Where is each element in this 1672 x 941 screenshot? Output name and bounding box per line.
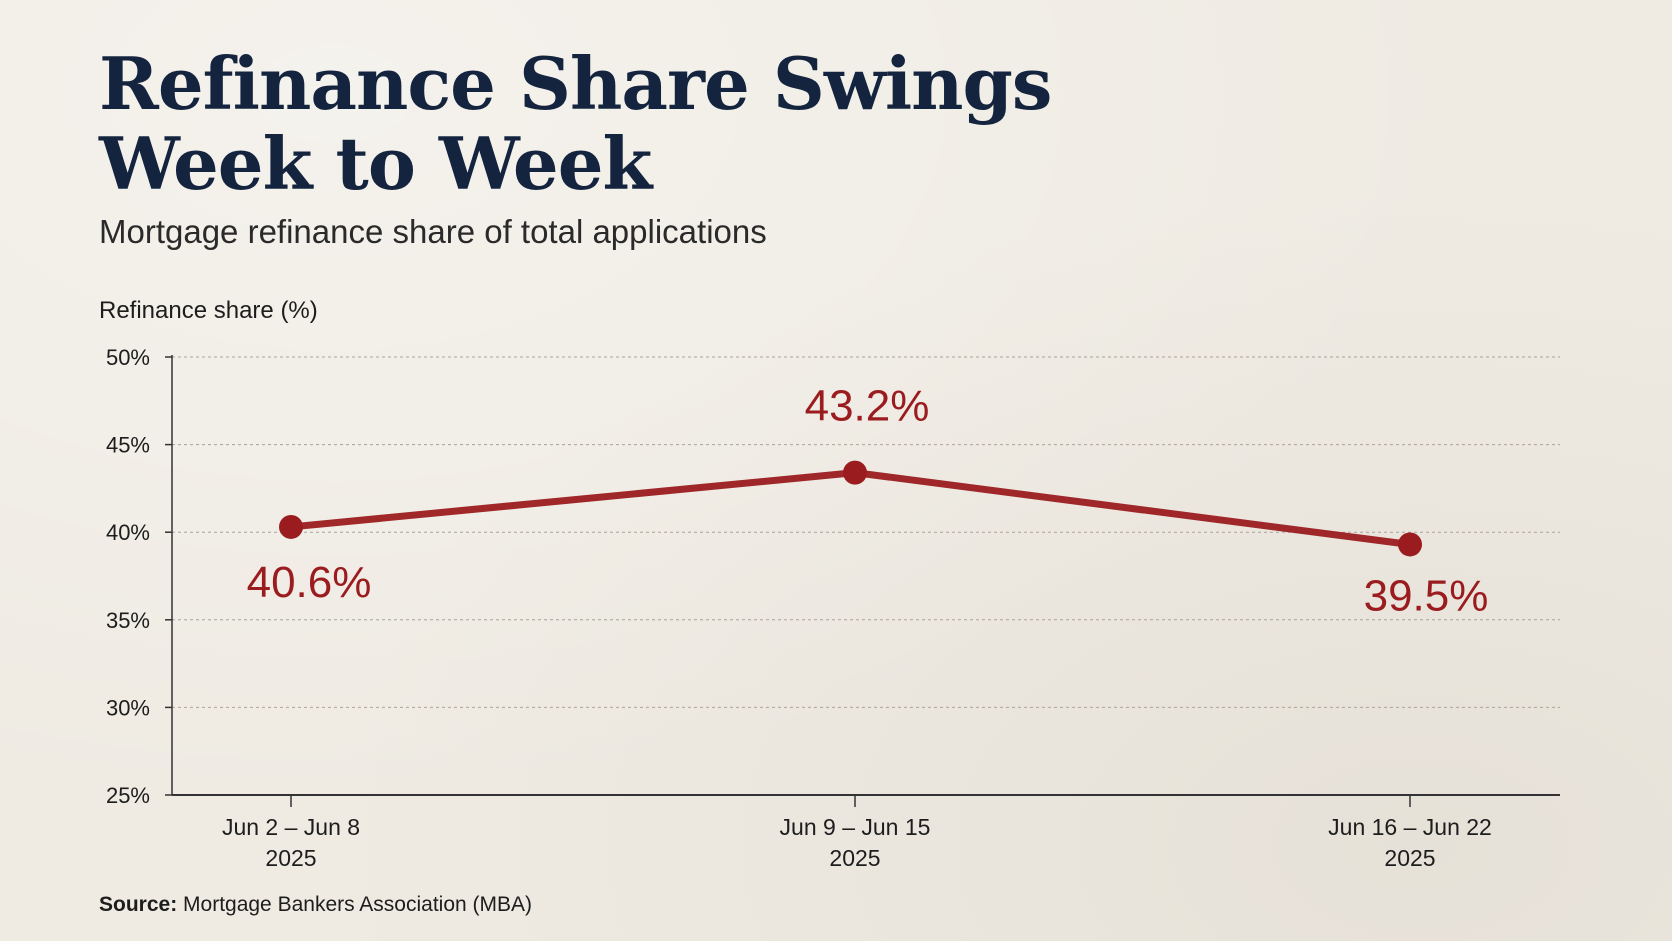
- x-tick-label-year: 2025: [265, 845, 316, 871]
- y-tick-label: 40%: [106, 520, 150, 545]
- x-tick-label: Jun 9 – Jun 15: [780, 814, 931, 840]
- y-axis-label: Refinance share (%): [99, 297, 318, 324]
- data-label: 43.2%: [805, 382, 930, 431]
- source-key: Source:: [99, 893, 178, 916]
- y-tick-label: 25%: [106, 783, 150, 808]
- x-tick-label-year: 2025: [1384, 845, 1435, 871]
- source-text: Mortgage Bankers Association (MBA): [177, 893, 533, 916]
- x-tick-label: Jun 2 – Jun 8: [222, 814, 360, 840]
- data-label: 40.6%: [247, 558, 372, 607]
- data-label: 39.5%: [1364, 571, 1489, 620]
- chart-title: Refinance Share Swings Week to Week: [99, 41, 1052, 206]
- y-tick-label: 30%: [106, 695, 150, 720]
- data-point: [843, 460, 867, 485]
- chart-subtitle: Mortgage refinance share of total applic…: [99, 213, 767, 250]
- y-tick-label: 45%: [106, 433, 150, 458]
- data-point: [1398, 532, 1422, 557]
- data-point: [279, 514, 303, 539]
- y-tick-label: 50%: [106, 345, 150, 370]
- y-tick-label: 35%: [106, 608, 150, 633]
- x-tick-label: Jun 16 – Jun 22: [1328, 814, 1492, 840]
- x-tick-label-year: 2025: [829, 845, 880, 871]
- source-note: Source: Mortgage Bankers Association (MB…: [99, 892, 532, 918]
